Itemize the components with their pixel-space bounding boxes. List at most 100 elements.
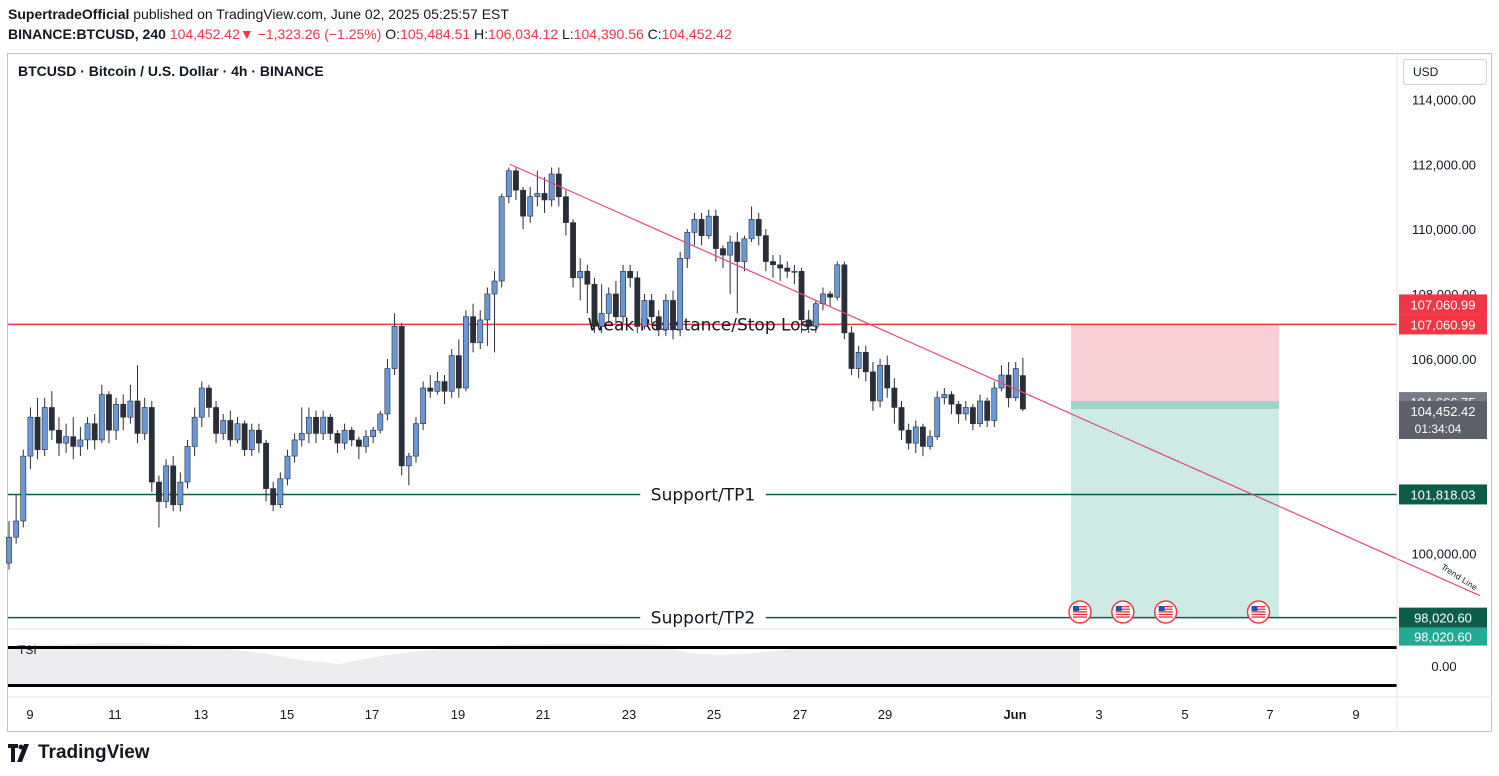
candle[interactable]	[855, 345, 862, 379]
candle[interactable]	[84, 417, 91, 450]
candle[interactable]	[862, 345, 869, 382]
risk-zone[interactable]	[1071, 324, 1279, 403]
candle[interactable]	[248, 423, 255, 457]
us-flag-event-icon[interactable]	[1111, 600, 1135, 624]
trend-line[interactable]	[509, 163, 1481, 597]
candle[interactable]	[177, 472, 184, 512]
candle[interactable]	[598, 284, 605, 333]
candle[interactable]	[962, 400, 969, 421]
candle[interactable]	[227, 410, 234, 447]
candle[interactable]	[884, 355, 891, 398]
candle[interactable]	[741, 235, 748, 272]
candle[interactable]	[370, 426, 377, 444]
candle[interactable]	[198, 381, 205, 427]
candle[interactable]	[48, 391, 55, 440]
us-flag-event-icon[interactable]	[1153, 600, 1178, 624]
candle[interactable]	[805, 310, 812, 333]
candle[interactable]	[934, 391, 941, 440]
candle[interactable]	[705, 209, 712, 239]
candle[interactable]	[662, 293, 669, 337]
candle[interactable]	[691, 212, 698, 246]
candle[interactable]	[220, 413, 227, 440]
candle[interactable]	[427, 375, 434, 398]
candle[interactable]	[698, 212, 705, 246]
candle[interactable]	[41, 397, 48, 457]
candle[interactable]	[413, 417, 419, 463]
candle[interactable]	[134, 365, 141, 444]
candle[interactable]	[712, 209, 719, 262]
candle[interactable]	[748, 206, 755, 243]
candle[interactable]	[327, 413, 334, 440]
candle[interactable]	[284, 449, 291, 486]
candle[interactable]	[120, 394, 127, 431]
candle[interactable]	[898, 400, 905, 440]
candle[interactable]	[206, 384, 212, 418]
candle[interactable]	[870, 362, 876, 411]
candle[interactable]	[384, 358, 391, 421]
candle[interactable]	[341, 423, 348, 450]
candle[interactable]	[762, 229, 769, 272]
candle[interactable]	[184, 439, 191, 489]
candle[interactable]	[127, 384, 134, 424]
candle[interactable]	[655, 310, 662, 337]
candle[interactable]	[577, 258, 584, 301]
candle[interactable]	[498, 193, 505, 288]
candle[interactable]	[234, 417, 241, 444]
candle[interactable]	[627, 264, 634, 288]
candle[interactable]	[63, 423, 70, 453]
candle[interactable]	[820, 287, 826, 311]
candle[interactable]	[948, 391, 955, 414]
candle[interactable]	[170, 456, 177, 512]
candle[interactable]	[784, 261, 791, 278]
candle[interactable]	[641, 293, 648, 330]
candle[interactable]	[405, 452, 412, 486]
candle[interactable]	[270, 482, 277, 512]
candle[interactable]	[834, 261, 841, 301]
candle[interactable]	[591, 277, 598, 333]
candle[interactable]	[977, 394, 983, 427]
candle[interactable]	[56, 417, 62, 457]
candle[interactable]	[277, 472, 284, 509]
candle[interactable]	[463, 310, 469, 392]
candle[interactable]	[448, 349, 455, 398]
currency-button[interactable]: USD	[1403, 59, 1487, 85]
candle[interactable]	[355, 436, 362, 460]
candle[interactable]	[420, 381, 427, 431]
candle[interactable]	[848, 326, 855, 376]
candle[interactable]	[891, 378, 898, 424]
us-flag-event-icon[interactable]	[1068, 600, 1092, 624]
candle[interactable]	[955, 400, 962, 424]
author-name[interactable]: SupertradeOfficial	[8, 6, 130, 22]
candle[interactable]	[634, 271, 641, 333]
candle[interactable]	[841, 261, 848, 340]
candle[interactable]	[455, 339, 462, 398]
candle[interactable]	[513, 167, 519, 200]
candle[interactable]	[620, 264, 626, 324]
candle[interactable]	[827, 290, 833, 307]
candle[interactable]	[13, 495, 20, 544]
candle[interactable]	[734, 232, 741, 314]
candle[interactable]	[920, 423, 926, 457]
candle[interactable]	[584, 264, 591, 314]
candle[interactable]	[263, 439, 269, 502]
candle[interactable]	[441, 375, 448, 405]
candle[interactable]	[912, 420, 919, 453]
candle[interactable]	[984, 397, 991, 427]
candle[interactable]	[398, 323, 405, 476]
candle[interactable]	[484, 287, 491, 346]
candle[interactable]	[777, 255, 784, 282]
candle[interactable]	[163, 459, 169, 509]
candle[interactable]	[1012, 362, 1019, 401]
us-flag-event-icon[interactable]	[1246, 600, 1271, 624]
candle[interactable]	[434, 371, 441, 395]
candle[interactable]	[255, 423, 262, 453]
candle[interactable]	[213, 400, 219, 444]
candle[interactable]	[113, 397, 119, 440]
candle[interactable]	[877, 358, 883, 408]
candle[interactable]	[141, 397, 148, 440]
candle[interactable]	[605, 287, 612, 324]
candle[interactable]	[527, 186, 534, 223]
candle[interactable]	[720, 245, 726, 269]
candle[interactable]	[541, 177, 548, 213]
